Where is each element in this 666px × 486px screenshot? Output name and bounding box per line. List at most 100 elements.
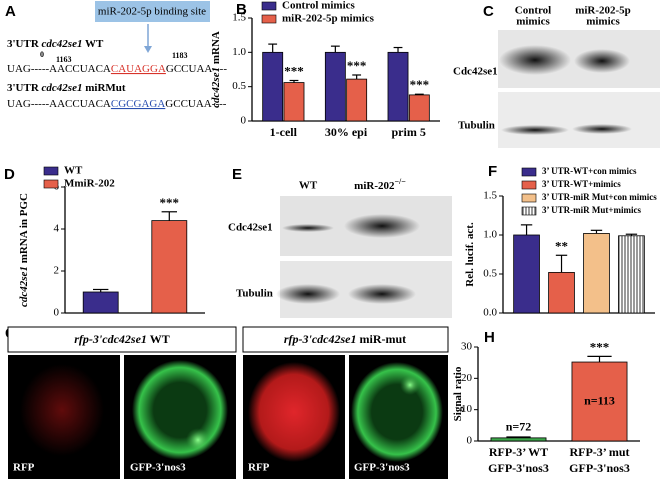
bar bbox=[583, 233, 610, 314]
x-tick-label: 30% epi bbox=[325, 125, 368, 139]
row-label: Tubulin bbox=[458, 120, 495, 132]
panel-a: A miR-202-5p binding site 3'UTR cdc42se1… bbox=[5, 1, 227, 110]
y-tick-label: 10 bbox=[461, 403, 473, 415]
x-tick-label: 1-cell bbox=[270, 125, 298, 139]
lane-label: mimics bbox=[516, 16, 550, 28]
y-axis-label-part: mRNA bbox=[210, 31, 222, 67]
error-bar bbox=[625, 233, 638, 236]
y-axis-label: Signal ratio bbox=[452, 366, 464, 421]
channel-label: GFP-3'nos3 bbox=[354, 462, 410, 474]
y-axis-label-part: cdc42se1 bbox=[18, 266, 30, 307]
band bbox=[574, 49, 630, 73]
bar-note: n=72 bbox=[506, 420, 532, 434]
lane-label: Control bbox=[515, 5, 551, 17]
header: rfp-3'cdc42se1 miR-mut bbox=[284, 332, 406, 346]
legend-swatch bbox=[43, 179, 59, 189]
y-axis-label-part: Signal ratio bbox=[452, 366, 464, 421]
channel-label: GFP-3'nos3 bbox=[130, 462, 186, 474]
panel-label: E bbox=[232, 166, 242, 183]
header-box bbox=[242, 326, 449, 353]
y-tick-label: 4 bbox=[54, 223, 60, 235]
legend-label: 3’ UTR-WT+con mimics bbox=[542, 166, 637, 176]
mut-sequence: UAG-----AACCUACACGCGAGAGCCUAA---- bbox=[7, 98, 227, 110]
significance: *** bbox=[590, 339, 610, 354]
panel-g: G rfp-3'cdc42se1 WT rfp-3'cdc42se1 miR-m… bbox=[5, 325, 449, 479]
band bbox=[501, 125, 569, 135]
panel-label: B bbox=[236, 1, 247, 18]
position: 1163 bbox=[56, 55, 72, 64]
spot bbox=[400, 375, 420, 395]
legend-swatch bbox=[261, 1, 277, 11]
error-bar bbox=[393, 46, 403, 53]
legend-swatch bbox=[521, 206, 537, 216]
bar bbox=[262, 51, 284, 122]
band bbox=[282, 224, 334, 232]
bar-chart: H Signal ratio 0 10 20 30 RFP-3’ WT GFP-3'nos3 n… bbox=[452, 329, 640, 475]
bar-chart: F Rel. lucif. act. 0.0 0.5 1.0 1.5 ** 3’ UTR-WT… bbox=[464, 163, 658, 319]
legend-label: 3’ UTR-WT+mimics bbox=[542, 179, 621, 189]
error-bar bbox=[93, 288, 109, 292]
row-label: Tubulin bbox=[236, 288, 273, 300]
bar bbox=[618, 235, 645, 314]
bar bbox=[283, 82, 305, 122]
y-tick-label: 1.5 bbox=[232, 12, 246, 24]
lane-label: WT bbox=[299, 180, 318, 192]
channel-label: RFP bbox=[248, 462, 270, 474]
y-tick-label: 0 bbox=[467, 435, 473, 447]
bar bbox=[387, 51, 409, 122]
legend-swatch bbox=[43, 166, 59, 176]
legend-swatch bbox=[521, 193, 537, 203]
bar bbox=[346, 78, 368, 122]
binding-box bbox=[95, 1, 210, 22]
y-tick-label: 30 bbox=[461, 341, 473, 353]
bar-note: n=113 bbox=[584, 393, 615, 407]
bar bbox=[408, 94, 430, 122]
channel-label: RFP bbox=[13, 462, 35, 474]
legend-swatch bbox=[261, 14, 277, 24]
cell bbox=[351, 362, 443, 462]
legend-label: 3’ UTR-miR Mut+con mimics bbox=[542, 192, 657, 202]
panel-label: F bbox=[488, 163, 497, 180]
error-bar bbox=[506, 436, 531, 438]
x-tick-sublabel: GFP-3'nos3 bbox=[569, 461, 630, 475]
legend-swatch bbox=[521, 167, 537, 177]
binding-label: miR-202-5p binding site bbox=[98, 6, 206, 18]
error-bar bbox=[520, 224, 533, 235]
x-tick-label: prim 5 bbox=[391, 125, 425, 139]
y-axis-label: Rel. lucif. act. bbox=[464, 222, 476, 287]
wt-title: 3'UTR cdc42se1 WT bbox=[7, 38, 104, 50]
legend-label: miR-202-5p mimics bbox=[282, 13, 375, 25]
legend-label: 3’ UTR-miR Mut+mimics bbox=[542, 205, 641, 215]
bar bbox=[151, 220, 188, 314]
bar bbox=[490, 437, 547, 442]
y-axis-label-part: cdc42se1 bbox=[210, 67, 222, 108]
row-label: Cdc42se1 bbox=[228, 222, 273, 234]
band bbox=[276, 284, 340, 304]
error-bar bbox=[590, 229, 603, 234]
y-tick-label: 1.0 bbox=[483, 229, 497, 241]
mut-title: 3'UTR cdc42se1 miRMut bbox=[7, 82, 126, 94]
cell bbox=[248, 362, 340, 462]
legend-swatch bbox=[521, 180, 537, 190]
bar bbox=[571, 361, 628, 442]
significance: ** bbox=[555, 238, 568, 253]
header-box bbox=[7, 326, 237, 353]
lane-label: miR-202-5p bbox=[575, 5, 631, 17]
band bbox=[348, 284, 416, 304]
error-bar bbox=[161, 211, 177, 221]
bar bbox=[82, 291, 119, 314]
y-tick-label: 0.0 bbox=[483, 307, 497, 319]
error-bar bbox=[414, 93, 424, 95]
lane-label: mimics bbox=[586, 16, 620, 28]
error-bar bbox=[268, 43, 278, 53]
y-axis-label-part: mRNA in PGC bbox=[18, 193, 30, 266]
cell bbox=[20, 364, 104, 456]
significance: *** bbox=[410, 77, 430, 92]
x-tick-label: RFP-3’ WT bbox=[489, 445, 548, 459]
y-tick-label: 0 bbox=[241, 115, 247, 127]
y-tick-label: 1.0 bbox=[232, 46, 246, 58]
significance: *** bbox=[284, 63, 304, 78]
position: 1183 bbox=[172, 51, 188, 60]
